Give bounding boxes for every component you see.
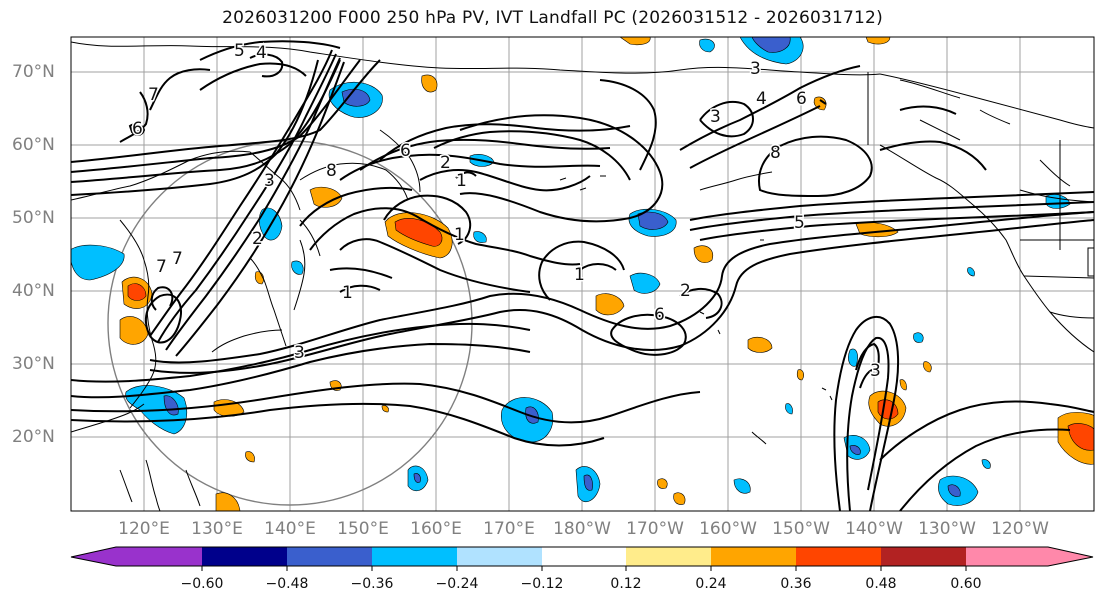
- contour-label: 7: [156, 257, 167, 277]
- colorbar-arrow-left: [71, 547, 116, 566]
- lon-label-130w: 130°W: [918, 519, 976, 539]
- contour-value-labels: 6 7 4 3 2 8 6 1 2 1 1 2 6 5 3 6 4 3 8 7 …: [131, 40, 883, 383]
- lon-label-160e: 160°E: [410, 519, 462, 539]
- lat-label-30n: 30°N: [12, 354, 55, 374]
- colorbar-bin: [711, 547, 796, 566]
- lon-label-180w: 180°W: [553, 519, 611, 539]
- contour-label: 6: [132, 119, 143, 139]
- lon-label-170w: 170°W: [626, 519, 684, 539]
- lat-label-70n: 70°N: [12, 62, 55, 82]
- contour-label: 6: [400, 141, 411, 161]
- lat-label-40n: 40°N: [12, 281, 55, 301]
- colorbar-tick-label: −0.24: [435, 576, 479, 592]
- contour-label: 4: [256, 43, 267, 63]
- colorbar-bin: [542, 547, 626, 566]
- contour-label: 8: [326, 161, 337, 181]
- colorbar-tick-label: 0.12: [610, 576, 642, 592]
- colorbar-bin: [287, 547, 372, 566]
- colorbar-tick-label: 0.48: [865, 576, 897, 592]
- colorbar-tick-label: −0.60: [180, 576, 224, 592]
- contour-label: 1: [342, 283, 353, 303]
- colorbar-bin: [881, 547, 966, 566]
- contour-label: 7: [172, 249, 183, 269]
- lon-label-120w: 120°W: [991, 519, 1049, 539]
- colorbar-tick-label: −0.12: [520, 576, 564, 592]
- lon-label-140w: 140°W: [845, 519, 903, 539]
- colorbar-tick-label: −0.36: [350, 576, 394, 592]
- contour-label: 8: [770, 143, 781, 163]
- contour-label: 7: [148, 85, 159, 105]
- lat-label-60n: 60°N: [12, 135, 55, 155]
- lon-label-170e: 170°E: [483, 519, 535, 539]
- colorbar-arrow-right: [1048, 547, 1093, 566]
- contour-label: 5: [794, 213, 805, 233]
- colorbar-bin: [372, 547, 457, 566]
- colorbar: [70, 546, 1094, 571]
- contour-label: 3: [264, 171, 275, 191]
- map-frame: [70, 36, 1095, 512]
- lon-label-150e: 150°E: [337, 519, 389, 539]
- colorbar-bin: [116, 547, 202, 566]
- colorbar-bin: [457, 547, 542, 566]
- contour-label: 2: [252, 229, 263, 249]
- colorbar-tick-label: 0.60: [950, 576, 982, 592]
- lon-label-130e: 130°E: [191, 519, 243, 539]
- lon-label-120e: 120°E: [118, 519, 170, 539]
- contour-label: 2: [440, 153, 451, 173]
- map-title: 2026031200 F000 250 hPa PV, IVT Landfall…: [222, 8, 883, 28]
- contour-label: 3: [870, 361, 881, 381]
- contour-label: 3: [710, 107, 721, 127]
- colorbar-outline: [70, 546, 1094, 567]
- contour-label: 6: [654, 305, 665, 325]
- lat-label-20n: 20°N: [12, 427, 55, 447]
- colorbar-bin: [626, 547, 711, 566]
- contour-label: 1: [574, 265, 585, 285]
- colorbar-tick-label: 0.36: [780, 576, 812, 592]
- contour-lines: [71, 40, 1094, 511]
- contour-label: 1: [456, 171, 467, 191]
- contour-label: 4: [756, 89, 767, 109]
- lon-label-150w: 150°W: [772, 519, 830, 539]
- colorbar-bin: [796, 547, 881, 566]
- lon-label-140e: 140°E: [264, 519, 316, 539]
- colorbar-tick-label: 0.24: [695, 576, 727, 592]
- lat-label-50n: 50°N: [12, 208, 55, 228]
- coastlines: [71, 41, 1094, 511]
- lon-label-160w: 160°W: [699, 519, 757, 539]
- colorbar-tick-label: −0.48: [265, 576, 309, 592]
- contour-label: 6: [796, 89, 807, 109]
- contour-label: 1: [454, 225, 465, 245]
- colorbar-bin: [202, 547, 287, 566]
- contour-label: 5: [234, 41, 245, 61]
- contour-label: 3: [750, 59, 761, 79]
- colorbar-bin: [966, 547, 1048, 566]
- contour-label: 3: [294, 343, 305, 363]
- contour-label: 2: [680, 281, 691, 301]
